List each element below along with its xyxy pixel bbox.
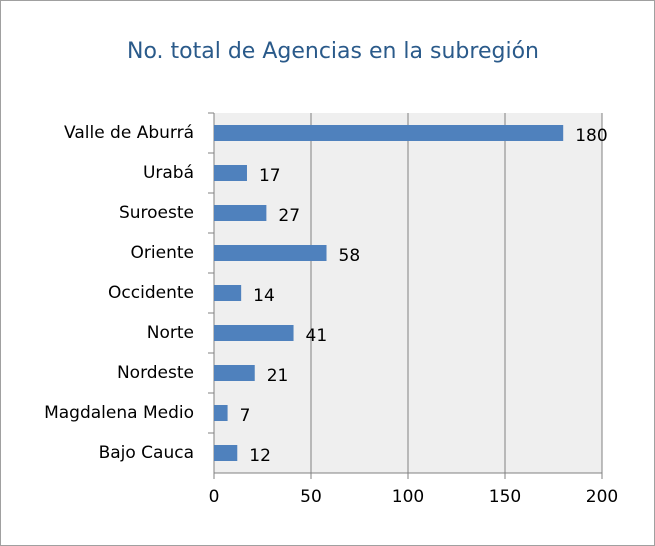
bar (214, 245, 327, 261)
y-tick-label: Nordeste (117, 363, 194, 383)
y-tick-label: Occidente (108, 283, 194, 303)
y-tick-label: Suroeste (119, 203, 194, 223)
y-tick-label: Norte (147, 323, 194, 343)
y-tick-label: Oriente (131, 243, 194, 263)
data-label: 14 (253, 286, 275, 306)
bar (214, 165, 247, 181)
bar (214, 405, 228, 421)
x-tick-label: 150 (489, 487, 521, 507)
bar (214, 365, 255, 381)
data-label: 7 (240, 406, 251, 426)
bar (214, 445, 238, 461)
y-tick-label: Valle de Aburrá (64, 123, 194, 143)
bar (214, 205, 267, 221)
data-label: 27 (278, 206, 300, 226)
x-tick-label: 100 (392, 487, 424, 507)
data-label: 58 (339, 246, 361, 266)
x-tick-label: 0 (209, 487, 220, 507)
bar (214, 125, 564, 141)
bar (214, 285, 242, 301)
data-label: 180 (575, 126, 607, 146)
y-tick-label: Magdalena Medio (44, 403, 194, 423)
y-tick-label: Bajo Cauca (99, 443, 194, 463)
data-label: 17 (259, 166, 281, 186)
x-tick-label: 200 (586, 487, 618, 507)
x-tick-label: 50 (300, 487, 322, 507)
data-label: 12 (249, 446, 271, 466)
data-label: 21 (267, 366, 289, 386)
bar (214, 325, 294, 341)
data-label: 41 (306, 326, 328, 346)
y-tick-label: Urabá (143, 163, 194, 183)
chart-title: No. total de Agencias en la subregión (127, 39, 539, 64)
